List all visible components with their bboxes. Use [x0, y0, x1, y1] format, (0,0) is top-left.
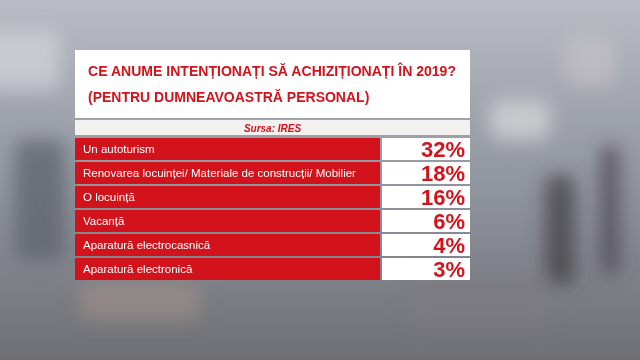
source-band — [75, 120, 470, 135]
label-box — [75, 210, 380, 232]
value-label: 18% — [421, 161, 465, 186]
category-label: Un autoturism — [83, 143, 155, 155]
root: CE ANUME INTENȚIONAȚI SĂ ACHIZIȚIONAȚI Î… — [0, 0, 640, 360]
blur-blob — [565, 35, 615, 85]
subtitle: (PENTRU DUMNEAVOASTRĂ PERSONAL) — [88, 89, 369, 105]
blur-blob — [410, 275, 550, 325]
value-label: 4% — [433, 233, 465, 258]
background — [0, 0, 640, 360]
value-label: 3% — [433, 257, 465, 282]
blur-blob — [545, 175, 575, 285]
background-blur — [0, 30, 620, 325]
title-box — [75, 50, 470, 118]
blur-blob — [15, 140, 65, 260]
title: CE ANUME INTENȚIONAȚI SĂ ACHIZIȚIONAȚI Î… — [88, 62, 456, 79]
source: Sursa: IRES — [244, 123, 302, 134]
blur-blob — [490, 100, 550, 140]
category-label: Aparatură electronică — [83, 263, 193, 275]
category-label: Aparatură electrocasnică — [83, 239, 211, 251]
label-box — [75, 162, 380, 184]
category-label: O locuință — [83, 191, 135, 203]
value-label: 6% — [433, 209, 465, 234]
label-box — [75, 258, 380, 280]
value-label: 16% — [421, 185, 465, 210]
canvas: CE ANUME INTENȚIONAȚI SĂ ACHIZIȚIONAȚI Î… — [0, 0, 640, 360]
blur-blob — [600, 145, 620, 275]
category-label: Vacanță — [83, 215, 125, 227]
category-label: Renovarea locuinței/ Materiale de constr… — [83, 167, 356, 179]
label-box — [75, 186, 380, 208]
label-box — [75, 234, 380, 256]
blur-blob — [80, 280, 200, 320]
label-box — [75, 138, 380, 160]
value-label: 32% — [421, 137, 465, 162]
blur-blob — [0, 30, 60, 90]
